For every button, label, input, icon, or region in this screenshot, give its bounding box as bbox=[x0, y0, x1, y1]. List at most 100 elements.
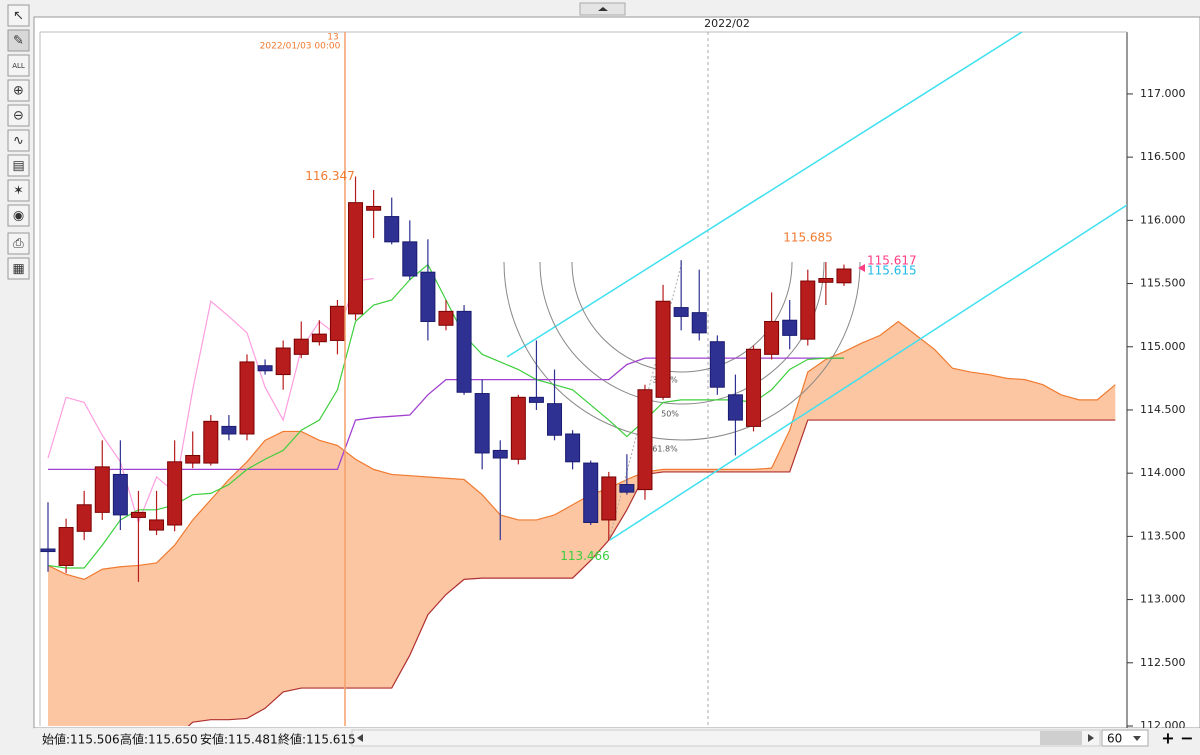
candle-body bbox=[818, 278, 834, 283]
candle-body bbox=[655, 300, 671, 398]
candle-body bbox=[58, 527, 74, 566]
channel-upper bbox=[506, 32, 1023, 358]
zoom-in[interactable]: + bbox=[1161, 729, 1174, 748]
tool-icon: ▤ bbox=[12, 159, 24, 174]
candle-body bbox=[293, 338, 309, 355]
candle-body bbox=[402, 241, 418, 277]
candle-body bbox=[94, 466, 110, 513]
period-select[interactable] bbox=[1101, 729, 1149, 747]
candle-body bbox=[438, 310, 454, 326]
tool-button[interactable] bbox=[7, 104, 30, 127]
y-tick-label: 116.500 bbox=[1140, 150, 1186, 163]
fib-arc bbox=[571, 261, 793, 373]
time-label: 2022/02 bbox=[704, 17, 750, 30]
y-tick-label: 117.000 bbox=[1140, 87, 1186, 100]
candle-body bbox=[836, 268, 852, 284]
candle-body bbox=[673, 307, 689, 317]
candle-body bbox=[149, 519, 165, 531]
candle-body bbox=[257, 365, 273, 372]
tool-button[interactable] bbox=[7, 257, 30, 280]
toolbar: ↖ ✎ ALL ⊕ ⊖ ∿ ▤ ✶ ◉ ⎙ ▦ bbox=[7, 4, 30, 280]
candle-body bbox=[384, 216, 400, 243]
cursor-label: 13 bbox=[327, 33, 338, 43]
candle-body bbox=[167, 461, 183, 526]
candle-body bbox=[112, 473, 128, 516]
tool-icon: ✶ bbox=[13, 184, 24, 199]
candle-body bbox=[691, 312, 707, 334]
y-tick-label: 115.500 bbox=[1140, 277, 1186, 290]
candle-body bbox=[329, 305, 345, 341]
price-annotation: 113.466 bbox=[560, 549, 610, 563]
fib-label: 61.8% bbox=[652, 445, 678, 454]
scroll-right[interactable] bbox=[1088, 734, 1094, 742]
candle-body bbox=[727, 394, 743, 421]
candle-body bbox=[583, 462, 599, 523]
tool-icon: ⊕ bbox=[13, 84, 24, 99]
tool-button[interactable] bbox=[7, 179, 30, 202]
candle-body bbox=[366, 205, 382, 211]
tool-icon: ✎ bbox=[13, 34, 24, 49]
candle-body bbox=[746, 348, 762, 427]
tool-button[interactable] bbox=[7, 29, 30, 52]
tool-icon: ⊖ bbox=[13, 109, 24, 124]
period-dropdown bbox=[1133, 736, 1141, 741]
candle-body bbox=[800, 280, 816, 340]
y-tick-label: 116.000 bbox=[1140, 213, 1186, 226]
status-item: 高値:115.650 bbox=[120, 732, 198, 747]
tool-icon: ▦ bbox=[12, 262, 24, 277]
candle-body bbox=[565, 433, 581, 463]
span-a-line bbox=[47, 320, 1116, 581]
candle-body bbox=[510, 396, 526, 460]
price-annotation: 115.615 bbox=[867, 264, 917, 278]
tool-icon: ◉ bbox=[13, 209, 24, 224]
status-item: 終値:115.615 bbox=[278, 732, 356, 747]
candle-body bbox=[311, 333, 327, 343]
y-axis: 112.000112.500113.000113.500114.000114.5… bbox=[1127, 87, 1186, 732]
candle-body bbox=[76, 504, 92, 532]
price-annotation: 115.617 bbox=[867, 253, 917, 267]
y-tick-label: 112.500 bbox=[1140, 656, 1186, 669]
tool-button[interactable] bbox=[7, 129, 30, 152]
candle-body bbox=[456, 310, 472, 393]
candle-body bbox=[420, 271, 436, 322]
tool-button[interactable] bbox=[7, 154, 30, 177]
price-annotation: 116.347 bbox=[305, 169, 355, 183]
fib-label: 50% bbox=[661, 410, 679, 419]
candle-body bbox=[239, 361, 255, 435]
cursor-time: 2022/01/03 00:00 bbox=[260, 42, 341, 52]
candle-body bbox=[130, 511, 146, 518]
tool-button[interactable] bbox=[7, 54, 30, 77]
candle-body bbox=[348, 202, 364, 315]
tool-icon: ↖ bbox=[13, 9, 24, 24]
candle-body bbox=[528, 396, 544, 403]
candle-body bbox=[619, 484, 635, 493]
tool-button[interactable] bbox=[7, 232, 30, 255]
tool-button[interactable] bbox=[7, 4, 30, 27]
y-tick-label: 114.500 bbox=[1140, 403, 1186, 416]
candle-body bbox=[764, 320, 780, 355]
status-item: 始値:115.506 bbox=[42, 732, 120, 747]
cloud-fill bbox=[48, 321, 1116, 726]
candle-body bbox=[40, 548, 56, 553]
y-tick-label: 113.500 bbox=[1140, 529, 1186, 542]
tool-button[interactable] bbox=[7, 79, 30, 102]
collapse-icon bbox=[598, 7, 608, 11]
y-tick-label: 114.000 bbox=[1140, 466, 1186, 479]
period-value: 60 bbox=[1107, 732, 1122, 746]
plot: 38.2%50%61.8% bbox=[40, 32, 1127, 726]
tool-button[interactable] bbox=[7, 204, 30, 227]
scroll-left[interactable] bbox=[357, 734, 363, 742]
candle-body bbox=[601, 476, 617, 521]
status-item: 安値:115.481 bbox=[200, 732, 278, 747]
scrollbar[interactable] bbox=[351, 729, 1101, 747]
scroll-thumb[interactable] bbox=[1040, 731, 1082, 745]
candle-body bbox=[782, 319, 798, 336]
candle-body bbox=[275, 347, 291, 376]
y-tick-label: 115.000 bbox=[1140, 340, 1186, 353]
span-b-line bbox=[187, 419, 1116, 726]
candle-body bbox=[547, 403, 563, 436]
fib-arc bbox=[503, 261, 861, 441]
zoom-out[interactable]: − bbox=[1180, 729, 1193, 748]
